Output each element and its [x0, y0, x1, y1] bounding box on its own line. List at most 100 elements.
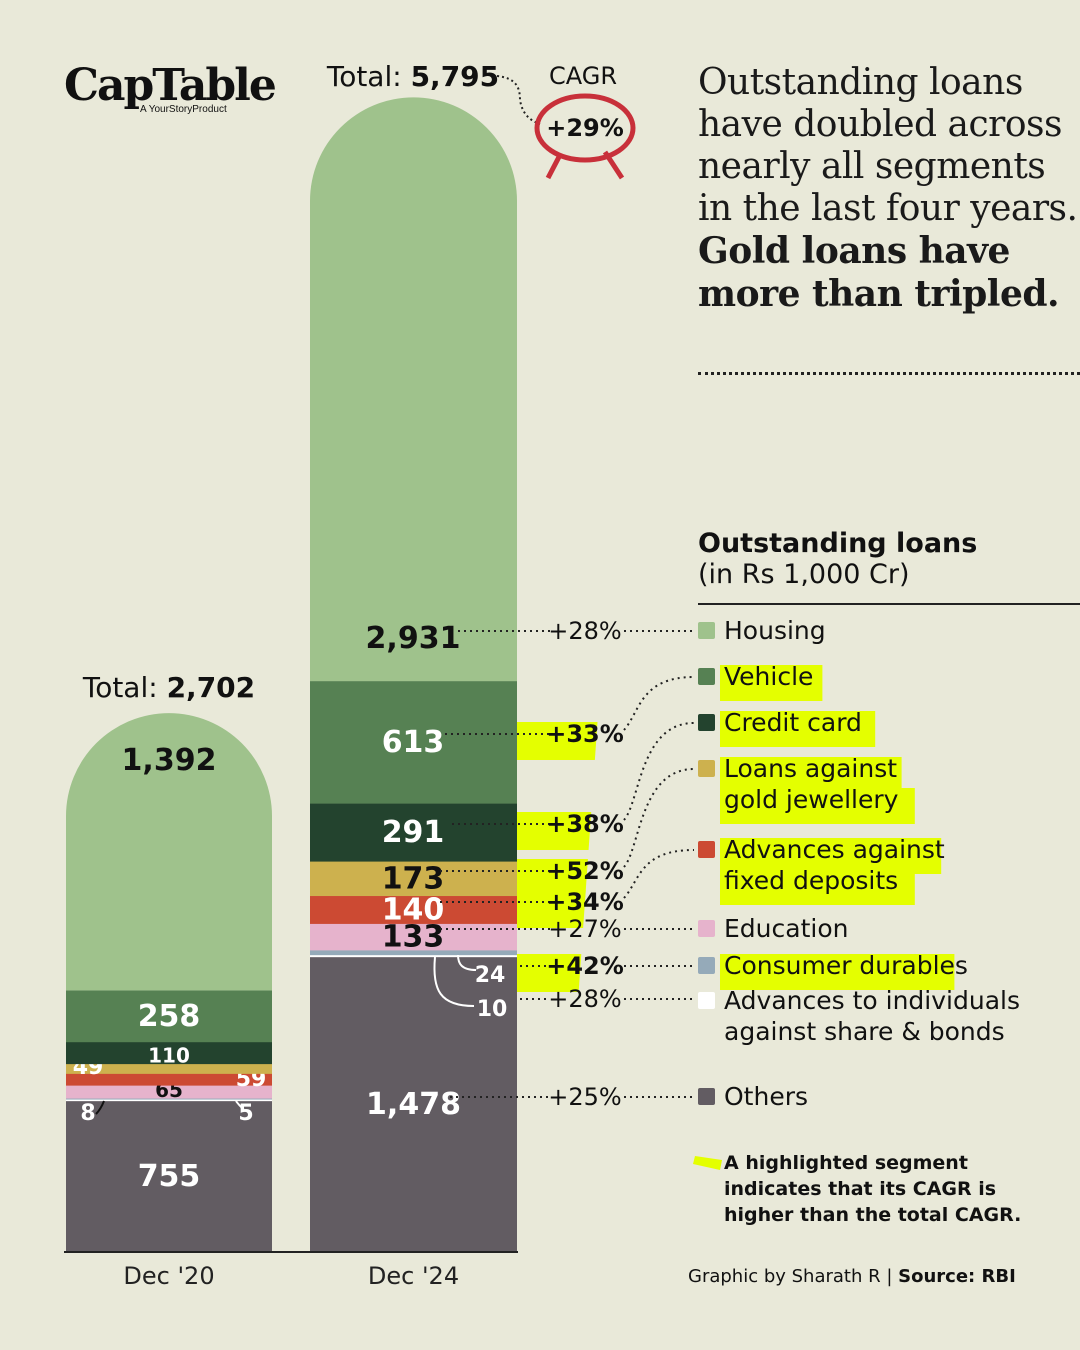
legend-label: against share & bonds	[724, 1017, 1005, 1046]
x-tick-label: Dec '20	[123, 1262, 214, 1290]
data-label: 1,392	[122, 743, 217, 778]
leader-line	[623, 768, 695, 868]
cagr-circle-tail	[545, 150, 625, 180]
headline-bold: Gold loans have more than tripled.	[698, 230, 1060, 315]
total-label: Total: 2,702	[82, 671, 255, 704]
legend-swatch	[698, 760, 715, 777]
legend-label: Credit card	[724, 708, 862, 737]
data-label: 8	[80, 1101, 95, 1126]
bar-segment-loans-against-gold-jewellery	[310, 861, 517, 897]
legend-highlight	[720, 869, 915, 905]
bar-segment-vehicle	[310, 681, 517, 804]
bar-segment-education	[310, 923, 517, 951]
legend-highlight	[720, 757, 902, 793]
headline: Outstanding loans have doubled across ne…	[698, 62, 1078, 316]
credit-by: Graphic by Sharath R |	[688, 1266, 899, 1287]
legend-title-unit: (in Rs 1,000 Cr)	[698, 559, 910, 590]
bar-segment-advances-to-individuals-against-share-bonds	[66, 1099, 272, 1102]
legend-title-main: Outstanding loans	[698, 528, 978, 559]
cagr-value: +27%	[548, 915, 621, 943]
data-label: 1,478	[366, 1087, 461, 1122]
arrow	[457, 954, 477, 971]
leader-line	[623, 676, 695, 731]
bar-segment-advances-against-fixed-deposits	[66, 1073, 272, 1086]
legend-highlight	[720, 665, 823, 701]
leader-line	[623, 722, 695, 821]
total-cagr: +29%	[546, 114, 624, 142]
divider	[698, 372, 1080, 375]
legend-label: Consumer durables	[724, 951, 968, 980]
data-label: 140	[382, 892, 445, 927]
data-label: 755	[138, 1159, 201, 1194]
bar-segment-credit-card	[310, 803, 517, 862]
leader-line	[623, 849, 695, 899]
bar-segment-consumer-durables	[310, 949, 517, 956]
note-highlight-swatch	[693, 1156, 722, 1170]
cagr-circle	[534, 93, 636, 163]
legend-swatch	[698, 668, 715, 685]
bar-segment-others	[66, 1100, 272, 1252]
data-label: 5	[238, 1101, 253, 1126]
legend-swatch	[698, 920, 715, 937]
data-label: 173	[382, 861, 445, 896]
bar-segment-advances-to-individuals-against-share-bonds	[310, 954, 517, 958]
legend-label: Loans against	[724, 754, 897, 783]
bar-segment-loans-against-gold-jewellery	[66, 1063, 272, 1074]
bar-segment-housing	[310, 97, 517, 682]
legend-title: Outstanding loans (in Rs 1,000 Cr)	[698, 528, 977, 590]
x-tick-label: Dec '24	[368, 1262, 459, 1290]
legend-label: Vehicle	[724, 662, 813, 691]
cagr-value: +38%	[546, 810, 624, 838]
legend-highlight	[720, 954, 955, 990]
logo-tagline: A YourStoryProduct	[140, 104, 227, 115]
bar-segment-credit-card	[66, 1041, 272, 1065]
legend-swatch	[698, 957, 715, 974]
arrow	[235, 1100, 245, 1111]
data-label: 2,931	[366, 621, 461, 656]
credit-source: Source: RBI	[898, 1266, 1016, 1287]
cagr-value: +28%	[548, 985, 621, 1013]
data-label: 291	[382, 815, 445, 850]
cagr-value: +34%	[546, 888, 624, 916]
cagr-header: CAGR	[549, 62, 617, 90]
legend-label: Advances to individuals	[724, 986, 1020, 1015]
legend-highlight	[720, 711, 876, 747]
legend-divider	[698, 603, 1080, 605]
data-label: 10	[477, 997, 508, 1022]
headline-light: Outstanding loans have doubled across ne…	[698, 62, 1078, 229]
legend-swatch	[698, 992, 715, 1009]
legend-swatch	[698, 1088, 715, 1105]
legend-highlight	[720, 788, 915, 824]
legend-label: fixed deposits	[724, 866, 898, 895]
highlight-note: A highlighted segment indicates that its…	[724, 1152, 1022, 1226]
legend-label: gold jewellery	[724, 785, 899, 814]
legend-swatch	[698, 714, 715, 731]
cagr-value: +33%	[546, 720, 624, 748]
cagr-value: +25%	[548, 1083, 621, 1111]
legend-swatch	[698, 841, 715, 858]
arrow	[95, 1100, 105, 1115]
total-label: Total: 5,795	[326, 60, 499, 93]
bar-segment-vehicle	[66, 990, 272, 1043]
legend-label: Others	[724, 1082, 808, 1111]
legend-swatch	[698, 622, 715, 639]
bar-segment-consumer-durables	[66, 1098, 272, 1100]
bar-segment-others	[310, 956, 517, 1252]
data-label: 258	[138, 999, 201, 1034]
arrow	[433, 956, 475, 1007]
legend-label: Housing	[724, 616, 826, 645]
cagr-value: +42%	[546, 952, 624, 980]
data-label: 110	[148, 1044, 190, 1068]
bar-segment-housing	[66, 713, 272, 991]
logo: CapTable A YourStoryProduct	[64, 60, 277, 115]
total-connector	[496, 75, 541, 125]
bar-segment-advances-against-fixed-deposits	[310, 895, 517, 924]
data-label: 133	[382, 920, 445, 955]
credit: Graphic by Sharath R | Source: RBI	[688, 1266, 1016, 1287]
cagr-value: +28%	[548, 617, 621, 645]
legend-label: Education	[724, 914, 848, 943]
legend-highlight	[720, 838, 942, 874]
bar-segment-education	[66, 1085, 272, 1099]
legend-label: Advances against	[724, 835, 945, 864]
